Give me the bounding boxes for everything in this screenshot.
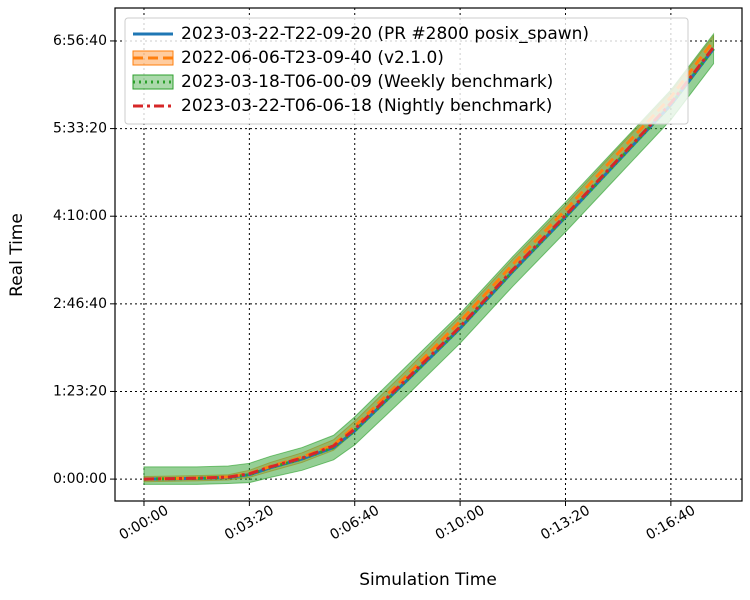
legend-box	[124, 17, 689, 125]
y-tick-label: 2:46:40	[53, 296, 107, 312]
x-tick-label: 0:13:20	[538, 503, 593, 544]
x-tick-label: 0:16:40	[643, 503, 698, 544]
legend-label: 2023-03-22-T22-09-20 (PR #2800 posix_spa…	[181, 24, 589, 44]
legend-label: 2023-03-18-T06-00-09 (Weekly benchmark)	[181, 72, 553, 92]
x-tick-label: 0:10:00	[433, 503, 488, 544]
y-tick-label: 4:10:00	[53, 208, 107, 224]
band	[143, 32, 715, 485]
x-tick-label: 0:03:20	[222, 503, 277, 544]
y-tick-label: 0:00:00	[53, 471, 107, 487]
x-axis-label: Simulation Time	[359, 570, 497, 590]
legend: 2023-03-22-T22-09-20 (PR #2800 posix_spa…	[124, 17, 689, 125]
plot-frame	[114, 7, 743, 502]
y-tick-label: 1:23:20	[53, 383, 107, 399]
legend-label: 2023-03-22-T06-06-18 (Nightly benchmark)	[181, 96, 552, 116]
legend-label: 2022-06-06-T23-09-40 (v2.1.0)	[181, 48, 444, 68]
series-line	[143, 46, 715, 481]
y-tick-label: 6:56:40	[53, 33, 107, 49]
x-tick-label: 0:00:00	[117, 503, 172, 544]
x-tick-label: 0:06:40	[327, 503, 382, 544]
y-axis-label: Real Time	[7, 213, 27, 297]
y-tick-label: 5:33:20	[53, 121, 107, 137]
